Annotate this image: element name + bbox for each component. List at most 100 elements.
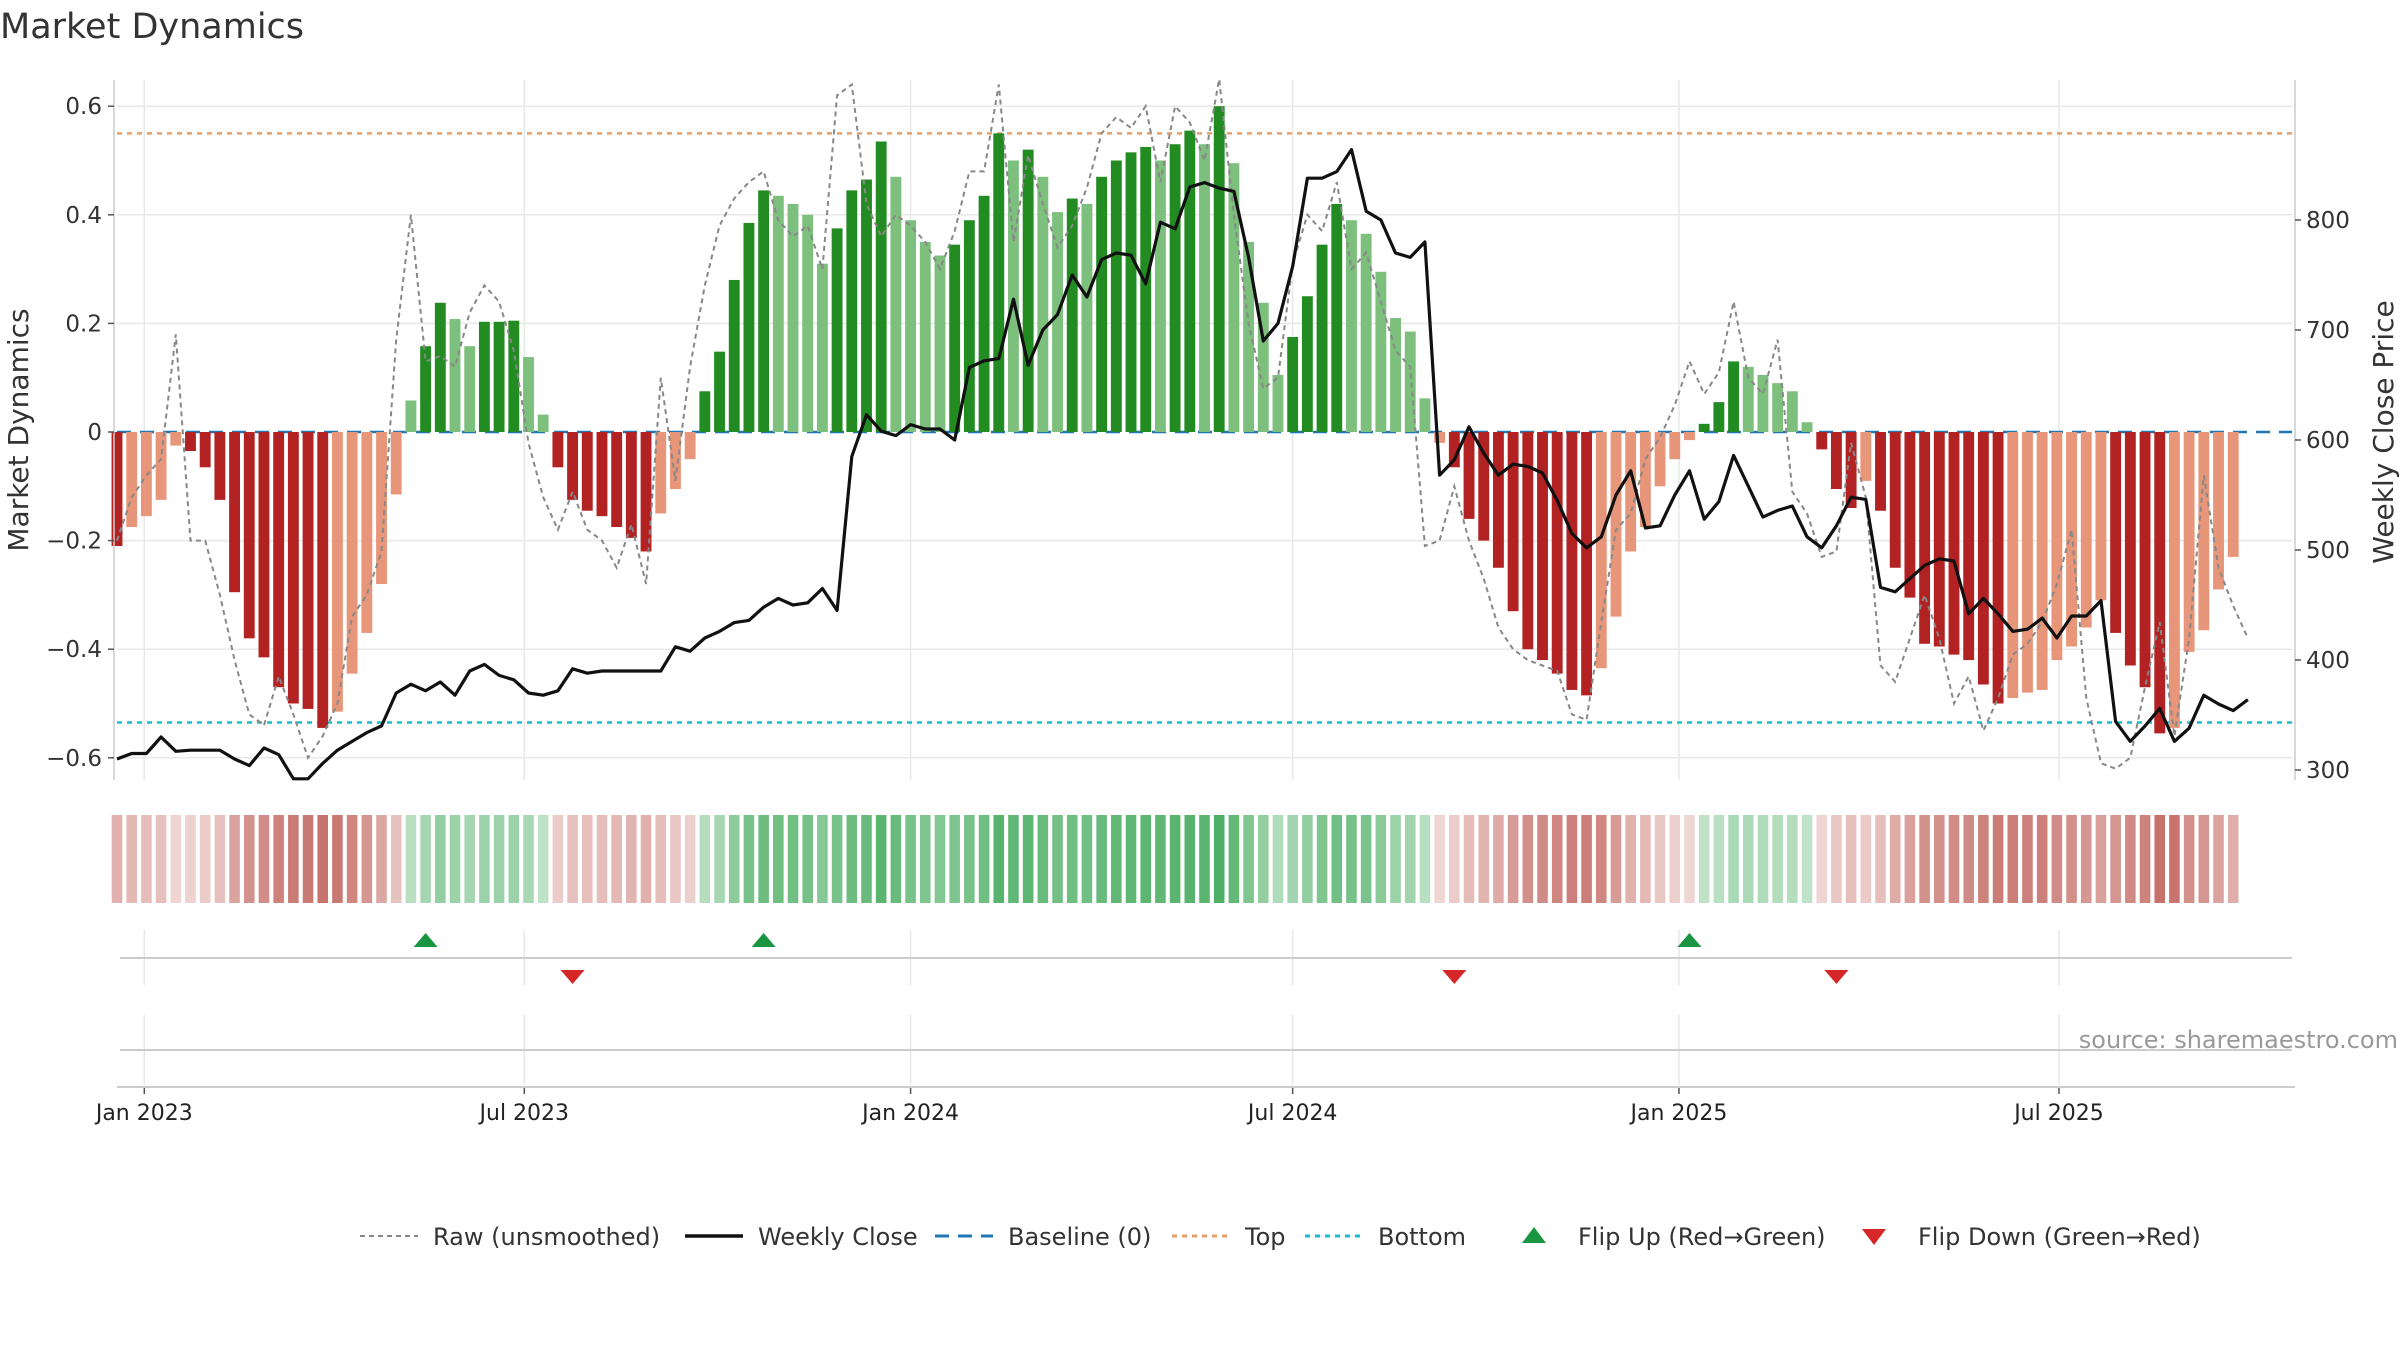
dynamics-bar [846,190,858,432]
heat-cell [523,815,534,903]
heat-cell [2183,815,2195,903]
dynamics-bar [361,432,373,633]
dynamics-bar [287,432,299,704]
dynamics-bar [1404,331,1416,432]
heat-cell [978,815,990,903]
heat-cell [2066,815,2077,903]
dynamics-bar [1684,432,1695,441]
dynamics-bar [1772,383,1784,432]
heat-cell [1243,815,1254,903]
heat-cell [2139,815,2151,903]
heat-cell [273,815,284,903]
dynamics-bar [1008,160,1019,432]
dynamics-bar [1639,432,1651,528]
dynamics-bar [1698,423,1710,432]
heat-cell [1169,815,1181,903]
left-tick-label: 0.6 [65,94,102,120]
dynamics-bar [317,432,329,728]
heat-cell [1111,815,1122,903]
heat-cell [1390,815,1401,903]
dynamics-bar [1169,144,1181,432]
dynamics-bar [934,255,946,432]
heat-cell [1816,815,1828,903]
dynamics-bar [1889,432,1901,568]
dynamics-bar [1786,391,1798,432]
heat-cell [1155,815,1166,903]
dynamics-bar [978,195,990,432]
dynamics-bar [1243,241,1255,432]
left-axis: 0.6 0.4 0.2 0 −0.2 −0.4 −0.6 [46,80,115,780]
heat-cell [1845,815,1857,903]
legend: Raw (unsmoothed) Weekly Close Baseline (0)… [360,1223,2201,1251]
left-tick-label: 0 [87,420,102,446]
dynamics-bar [376,432,387,585]
flip-up-marker [751,933,776,947]
heat-cell [567,815,578,903]
dynamics-bar [1463,432,1475,519]
heat-cell [435,815,446,903]
dynamics-bar [1360,233,1372,432]
dynamics-bar [596,432,608,517]
heat-cell [640,815,652,903]
dynamics-bar [1448,432,1460,468]
dynamics-bar [1199,144,1210,432]
heat-cell [1831,815,1842,903]
dynamics-bar [523,357,534,432]
dynamics-bar [611,432,623,528]
dynamics-bar [258,432,270,658]
flip-up-marker [413,933,438,947]
dynamics-bar [1316,244,1328,432]
heat-cell [861,815,872,903]
heat-cell [787,815,799,903]
dynamics-bar [126,432,138,528]
heat-cell [1008,815,1019,903]
heat-cell [949,815,960,903]
dynamics-bar [1654,432,1666,487]
legend-label: Flip Down (Green→Red) [1918,1223,2201,1251]
dynamics-bar [1125,152,1137,433]
dynamics-bar [963,220,975,432]
heat-cell [1419,815,1431,903]
heat-cell [376,815,387,903]
heat-cell [626,815,637,903]
legend-swatch-flipdown [1862,1229,1886,1245]
heat-cell [2051,815,2063,903]
flip-down-marker [1442,970,1467,984]
dynamics-bar [1375,271,1387,432]
dynamics-bar [229,432,241,593]
heat-cell [1022,815,1034,903]
legend-item-raw: Raw (unsmoothed) [360,1223,660,1251]
dynamics-bar [1507,432,1519,612]
dynamics-bar [890,176,902,432]
dynamics-bar [111,432,123,547]
dynamics-bar [1713,402,1725,432]
legend-item-close: Weekly Close [685,1223,918,1251]
heat-cell [1478,815,1490,903]
dynamics-bar [185,432,196,452]
heat-cell [875,815,887,903]
heat-cell [2198,815,2210,903]
dynamics-bar [1757,374,1769,432]
dynamics-bar [1948,432,1960,655]
dynamics-bar [1845,432,1857,509]
heat-cell [1316,815,1328,903]
dynamics-bar [2036,432,2048,690]
dynamics-bar [1346,220,1357,432]
heat-cell [1081,815,1093,903]
dynamics-bar [1551,432,1563,674]
dynamics-bar [743,222,755,432]
chart-title: Market Dynamics [0,7,304,47]
heat-cell [302,815,314,903]
dynamics-bar [1977,432,1989,685]
heat-cell [1669,815,1681,903]
dynamics-bar [1301,296,1313,432]
legend-swatch-flipup [1522,1227,1546,1243]
heat-cell [890,815,902,903]
x-tick-label: Jan 2025 [1629,1101,1728,1126]
dynamics-bar [508,320,520,432]
heat-cell [1449,815,1460,903]
dynamics-bar [1110,160,1122,432]
heat-cell [1346,815,1357,903]
heat-cell [1610,815,1622,903]
